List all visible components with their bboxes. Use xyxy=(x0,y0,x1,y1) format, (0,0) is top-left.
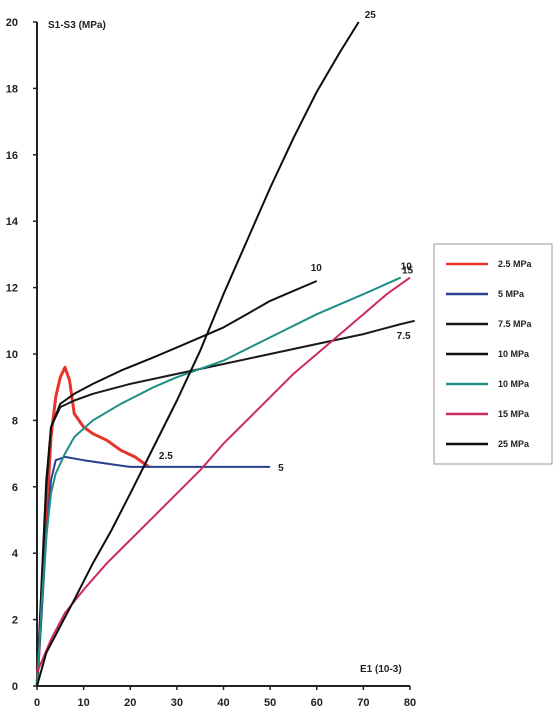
series-line xyxy=(36,455,271,687)
y-tick-label: 4 xyxy=(12,548,19,560)
legend: 2.5 MPa 5 MPa 7.5 MPa 10 MPa 10 MPa 15 MPa 25 … xyxy=(433,243,553,465)
x-tick-label: 80 xyxy=(404,697,416,709)
legend-entry-label: 7.5 MPa xyxy=(498,319,533,329)
series-end-label: 2.5 xyxy=(159,451,173,462)
x-tick-group: 0 10 20 30 40 50 60 70 80 xyxy=(34,686,416,709)
y-tick-label: 0 xyxy=(12,681,18,693)
x-tick-label: 40 xyxy=(217,697,229,709)
series-lines-group xyxy=(35,21,415,687)
series-line xyxy=(36,276,402,687)
series-line xyxy=(36,280,318,687)
y-tick-label: 2 xyxy=(12,615,18,627)
y-axis-title: S1-S3 (MPa) xyxy=(48,20,106,31)
series-line xyxy=(35,365,150,687)
x-tick-label: 20 xyxy=(124,697,136,709)
y-tick-label: 14 xyxy=(6,216,19,228)
series-line xyxy=(36,276,411,674)
x-tick-label: 70 xyxy=(357,697,369,709)
y-tick-label: 8 xyxy=(12,415,18,427)
y-tick-label: 16 xyxy=(6,150,18,162)
series-end-label: 25 xyxy=(365,10,377,21)
x-axis-title: E1 (10-3) xyxy=(360,664,402,675)
legend-entry-label: 5 MPa xyxy=(498,289,525,299)
y-tick-label: 6 xyxy=(12,482,18,494)
series-end-label: 15 xyxy=(402,266,414,277)
series-line xyxy=(36,21,360,687)
y-tick-label: 18 xyxy=(6,83,18,95)
x-tick-label: 0 xyxy=(34,697,40,709)
legend-entry-label: 10 MPa xyxy=(498,349,530,359)
y-tick-label: 10 xyxy=(6,349,18,361)
y-tick-group: 0 2 4 6 8 10 12 14 16 18 20 xyxy=(6,17,37,693)
x-tick-label: 50 xyxy=(264,697,276,709)
series-end-label: 7.5 xyxy=(397,331,411,342)
legend-entry-label: 15 MPa xyxy=(498,409,530,419)
legend-entry-label: 2.5 MPa xyxy=(498,259,533,269)
x-tick-label: 10 xyxy=(78,697,90,709)
series-end-label: 5 xyxy=(278,463,284,474)
legend-entry-label: 10 MPa xyxy=(498,379,530,389)
y-tick-label: 12 xyxy=(6,283,18,295)
series-end-label: 10 xyxy=(311,263,323,274)
plot-area: S1-S3 (MPa) E1 (10-3) 02468101214161820 … xyxy=(6,10,416,709)
y-tick-label: 20 xyxy=(6,17,18,29)
legend-entry-label: 25 MPa xyxy=(498,439,530,449)
x-tick-label: 30 xyxy=(171,697,183,709)
series-end-label: 10 xyxy=(401,262,413,273)
x-tick-label: 60 xyxy=(311,697,323,709)
series-line xyxy=(36,319,415,687)
